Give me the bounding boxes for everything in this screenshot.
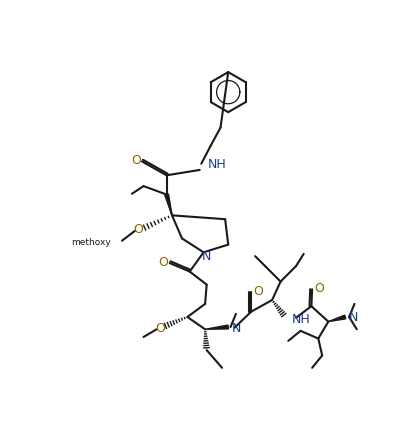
- Text: O: O: [253, 285, 263, 298]
- Text: N: N: [202, 250, 211, 263]
- Text: NH: NH: [207, 158, 226, 171]
- Text: N: N: [232, 322, 242, 335]
- Text: O: O: [133, 224, 143, 236]
- Polygon shape: [165, 194, 172, 215]
- Polygon shape: [205, 325, 228, 329]
- Text: O: O: [155, 322, 165, 335]
- Text: O: O: [314, 282, 324, 295]
- Text: NH: NH: [291, 313, 310, 326]
- Text: O: O: [131, 154, 141, 167]
- Text: N: N: [349, 311, 358, 324]
- Text: O: O: [159, 256, 169, 269]
- Text: methoxy: methoxy: [71, 238, 111, 247]
- Polygon shape: [328, 315, 346, 321]
